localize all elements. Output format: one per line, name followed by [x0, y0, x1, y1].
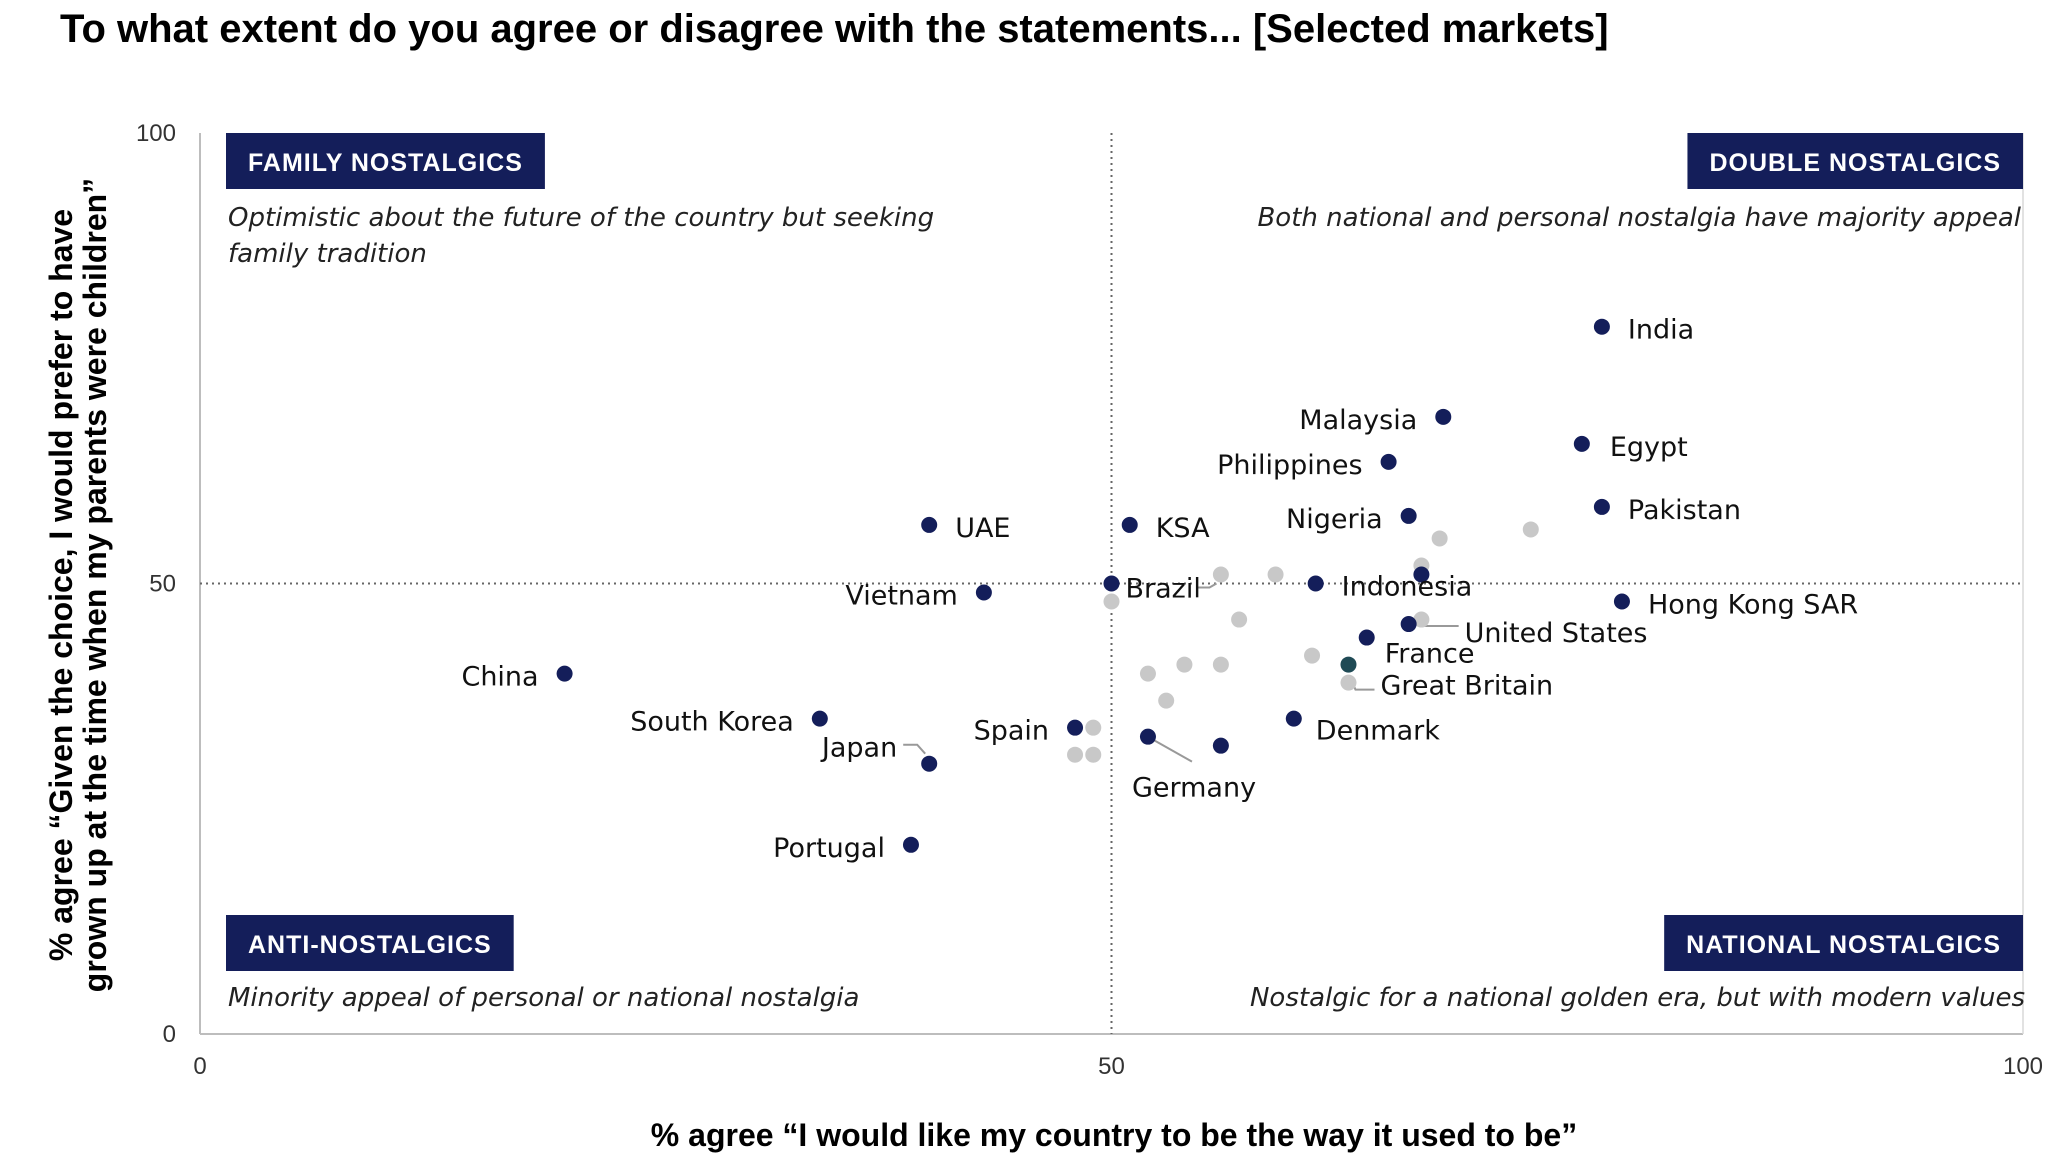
point-label-great-britain: Great Britain	[1380, 671, 1553, 702]
other-market-point	[1085, 719, 1102, 736]
point-label-egypt: Egypt	[1610, 432, 1688, 463]
point-label-spain: Spain	[974, 716, 1049, 747]
quadrant-label-box	[226, 133, 545, 189]
point-label-united-states: United States	[1465, 618, 1648, 649]
point-south-korea	[811, 710, 828, 727]
quadrant-label-box	[226, 915, 514, 971]
other-market-point	[1085, 746, 1102, 763]
leader-line-japan	[903, 743, 926, 755]
other-market-point	[1431, 530, 1448, 547]
point-label-vietnam: Vietnam	[845, 581, 958, 612]
other-market-point	[1413, 611, 1430, 628]
other-market-point	[1304, 647, 1321, 664]
point-denmark	[1285, 710, 1302, 727]
quadrant-description: Optimistic about the future of the count…	[228, 203, 934, 233]
point-unlabelled	[1212, 737, 1229, 754]
quadrant-description: Nostalgic for a national golden era, but…	[1250, 983, 2025, 1013]
quadrant-label: FAMILY NOSTALGICS	[248, 149, 523, 177]
other-market-point	[1212, 566, 1229, 583]
x-tick-label: 50	[1098, 1053, 1125, 1080]
point-label-brazil: Brazil	[1126, 574, 1201, 605]
point-label-germany: Germany	[1132, 773, 1256, 804]
point-label-hong-kong-sar: Hong Kong SAR	[1648, 590, 1858, 621]
y-tick-label: 100	[136, 120, 176, 147]
leader-line-brazil	[1196, 582, 1217, 589]
quadrant-bottom-left: ANTI-NOSTALGICS Minority appeal of person…	[226, 915, 859, 1013]
point-label-china: China	[461, 662, 538, 693]
other-market-point	[1522, 521, 1539, 538]
point-label-philippines: Philippines	[1217, 450, 1362, 481]
y-tick-label: 0	[163, 1021, 176, 1048]
point-hong-kong-sar	[1613, 593, 1630, 610]
quadrant-description: Minority appeal of personal or national …	[228, 983, 859, 1013]
point-malaysia	[1435, 408, 1452, 425]
quadrant-bottom-right: NATIONAL NOSTALGICS Nostalgic for a natio…	[1250, 915, 2025, 1013]
x-tick-label: 100	[2003, 1053, 2043, 1080]
point-label-uae: UAE	[955, 513, 1010, 544]
point-labels: India Malaysia Egypt Philippines Pakistan Nig…	[461, 315, 1858, 864]
x-tick-label: 0	[193, 1053, 206, 1080]
point-label-portugal: Portugal	[773, 833, 885, 864]
quadrant-top-right: DOUBLE NOSTALGICS Both national and perso…	[1257, 133, 2023, 233]
quadrant-label-box	[1664, 915, 2023, 971]
point-label-indonesia: Indonesia	[1342, 572, 1473, 603]
quadrant-description: family tradition	[228, 239, 427, 269]
point-pakistan	[1593, 498, 1610, 515]
y-axis-title-line-1: % agree “Given the choice, I would prefe…	[43, 209, 79, 961]
point-label-south-korea: South Korea	[630, 707, 794, 738]
x-axis-title: % agree “I would like my country to be t…	[651, 1117, 1577, 1153]
point-uae	[921, 516, 938, 533]
point-unlabelled	[1413, 566, 1430, 583]
y-axis-title-line-2: grown up at the time when my parents wer…	[77, 178, 113, 992]
point-great-britain	[1340, 656, 1357, 673]
point-label-malaysia: Malaysia	[1299, 405, 1417, 436]
point-india	[1593, 318, 1610, 335]
chart-title: To what extent do you agree or disagree …	[60, 7, 1609, 51]
other-market-point	[1212, 656, 1229, 673]
point-label-japan: Japan	[820, 733, 897, 764]
y-axis-title: % agree “Given the choice, I would prefe…	[43, 178, 113, 992]
point-label-france: France	[1385, 639, 1475, 670]
point-label-ksa: KSA	[1156, 513, 1210, 544]
quadrant-top-left: FAMILY NOSTALGICS Optimistic about the fu…	[226, 133, 934, 269]
point-spain	[1067, 719, 1084, 736]
quadrant-label: ANTI-NOSTALGICS	[248, 931, 492, 959]
axis-ticks: 0 50 100 0 50 100	[136, 120, 2043, 1080]
other-market-point	[1103, 593, 1120, 610]
other-market-point	[1340, 674, 1357, 691]
quadrant-label: DOUBLE NOSTALGICS	[1709, 149, 2001, 177]
leader-line-germany	[1152, 738, 1193, 763]
point-vietnam	[975, 584, 992, 601]
other-market-point	[1231, 611, 1248, 628]
point-brazil	[1103, 575, 1120, 592]
point-nigeria	[1400, 507, 1417, 524]
point-label-pakistan: Pakistan	[1628, 495, 1741, 526]
point-ksa	[1121, 516, 1138, 533]
selected-markets-points	[556, 318, 1630, 853]
point-portugal	[902, 836, 919, 853]
other-market-point	[1267, 566, 1284, 583]
point-japan	[921, 755, 938, 772]
quadrant-label: NATIONAL NOSTALGICS	[1686, 931, 2001, 959]
other-market-point	[1139, 665, 1156, 682]
other-market-point	[1158, 692, 1175, 709]
point-france	[1358, 629, 1375, 646]
point-united-states	[1400, 616, 1417, 633]
quadrant-description: Both national and personal nostalgia hav…	[1257, 203, 2021, 233]
point-label-denmark: Denmark	[1316, 716, 1440, 747]
point-philippines	[1380, 453, 1397, 470]
point-germany	[1139, 728, 1156, 745]
other-market-point	[1067, 746, 1084, 763]
quadrants: FAMILY NOSTALGICS Optimistic about the fu…	[226, 133, 2025, 1013]
point-china	[556, 665, 573, 682]
quadrant-label-box	[1687, 133, 2023, 189]
point-indonesia	[1307, 575, 1324, 592]
point-egypt	[1573, 435, 1590, 452]
other-market-point	[1176, 656, 1193, 673]
point-label-nigeria: Nigeria	[1286, 504, 1383, 535]
y-tick-label: 50	[149, 571, 176, 598]
point-label-india: India	[1628, 315, 1694, 346]
